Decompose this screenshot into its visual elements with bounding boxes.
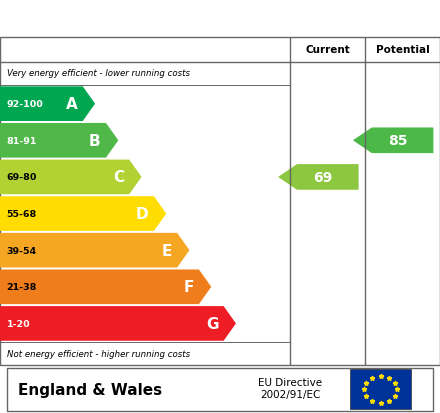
Polygon shape — [278, 165, 359, 190]
Polygon shape — [0, 306, 236, 341]
Text: Current: Current — [305, 45, 350, 55]
Text: C: C — [113, 170, 124, 185]
Text: 92-100: 92-100 — [7, 100, 44, 109]
Polygon shape — [353, 128, 433, 154]
Text: B: B — [89, 133, 101, 148]
Text: 69: 69 — [313, 171, 332, 185]
Text: England & Wales: England & Wales — [18, 382, 162, 397]
Text: A: A — [66, 97, 77, 112]
Text: 81-91: 81-91 — [7, 136, 37, 145]
Text: 21-38: 21-38 — [7, 282, 37, 292]
Text: EU Directive
2002/91/EC: EU Directive 2002/91/EC — [258, 377, 323, 399]
Text: 85: 85 — [388, 134, 407, 148]
Text: E: E — [161, 243, 172, 258]
Text: D: D — [136, 206, 149, 221]
Polygon shape — [0, 233, 190, 268]
Polygon shape — [0, 123, 118, 158]
Polygon shape — [0, 270, 211, 304]
Text: 55-68: 55-68 — [7, 209, 37, 218]
Text: F: F — [183, 280, 194, 294]
Text: G: G — [206, 316, 218, 331]
Polygon shape — [0, 87, 95, 122]
Text: 1-20: 1-20 — [7, 319, 30, 328]
Polygon shape — [0, 197, 166, 231]
Text: Energy Efficiency Rating: Energy Efficiency Rating — [76, 9, 364, 29]
Text: 39-54: 39-54 — [7, 246, 37, 255]
Text: Very energy efficient - lower running costs: Very energy efficient - lower running co… — [7, 69, 190, 78]
Text: 69-80: 69-80 — [7, 173, 37, 182]
Polygon shape — [0, 160, 142, 195]
Text: Not energy efficient - higher running costs: Not energy efficient - higher running co… — [7, 349, 190, 358]
Text: Potential: Potential — [376, 45, 429, 55]
Bar — [350, 369, 411, 409]
